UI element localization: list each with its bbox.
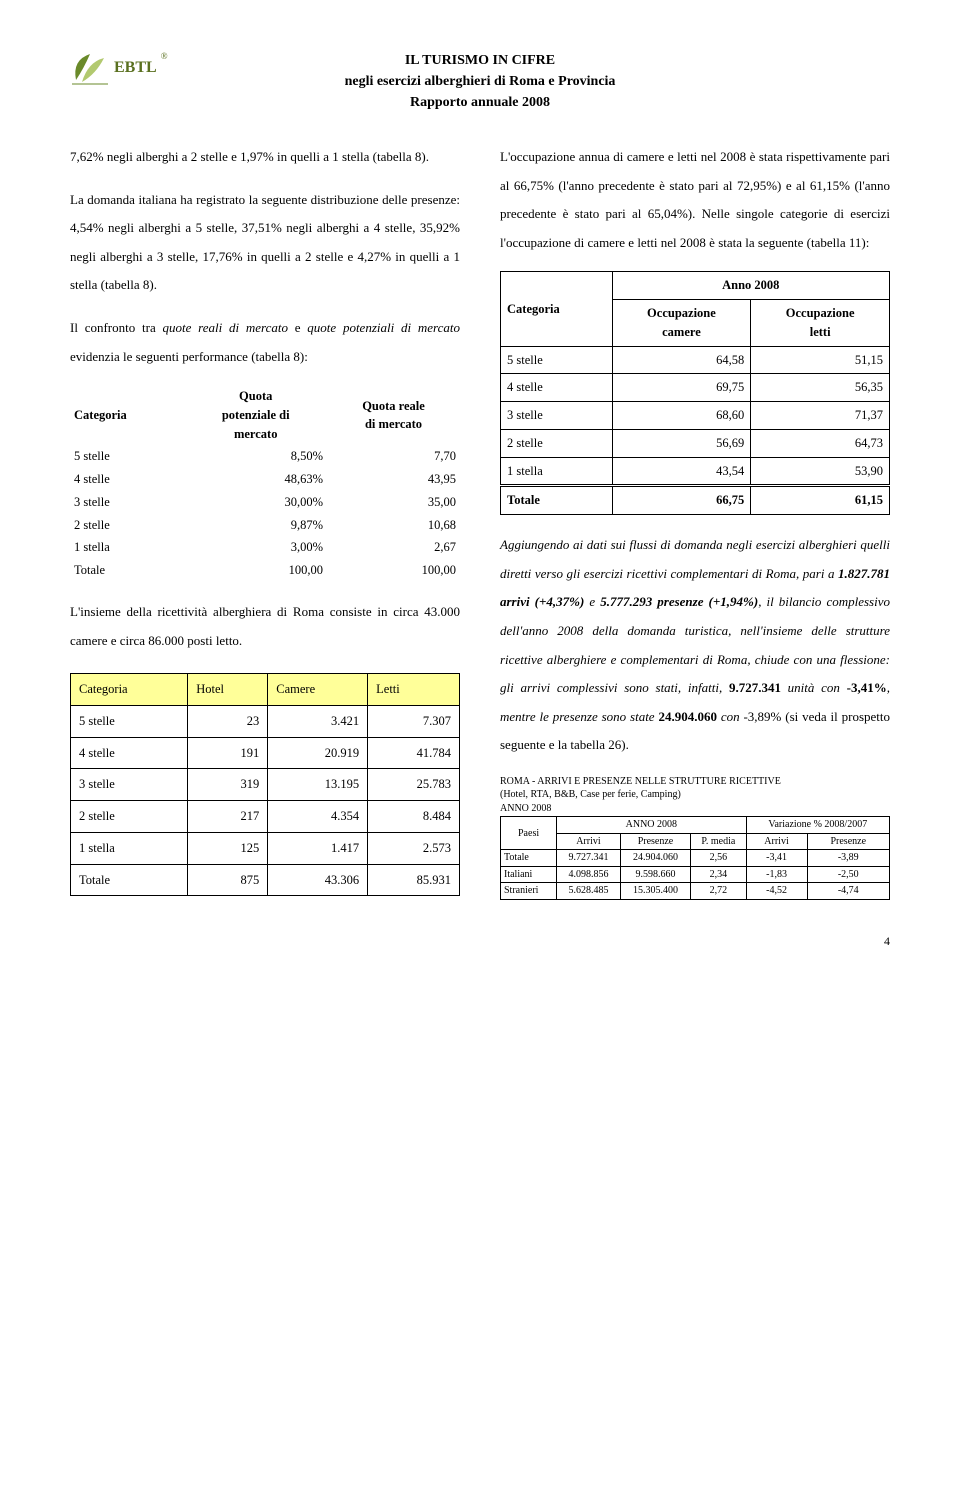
- two-column-layout: 7,62% negli alberghi a 2 stelle e 1,97% …: [70, 143, 890, 912]
- th: Occupazionecamere: [612, 300, 751, 347]
- th: P. media: [691, 833, 746, 850]
- hotel-table: Categoria Hotel Camere Letti 5 stelle233…: [70, 673, 460, 896]
- quota-table: Categoria Quotapotenziale dimercato Quot…: [70, 385, 460, 582]
- table-row: 4 stelle48,63%43,95: [70, 468, 460, 491]
- th: Occupazioneletti: [751, 300, 890, 347]
- th: Variazione % 2008/2007: [746, 817, 889, 834]
- table-row: 3 stelle30,00%35,00: [70, 491, 460, 514]
- text: e: [288, 320, 307, 335]
- th: Presenze: [807, 833, 890, 850]
- table-row: 5 stelle64,5851,15: [501, 346, 890, 374]
- ref-title3: ANNO 2008: [500, 803, 890, 815]
- leaf-icon: [70, 50, 110, 86]
- th-quota-reale: Quota realedi mercato: [327, 385, 460, 445]
- right-p2: Aggiungendo ai dati sui flussi di domand…: [500, 531, 890, 760]
- text-segment: 24.904.060: [658, 709, 717, 724]
- left-p1: 7,62% negli alberghi a 2 stelle e 1,97% …: [70, 143, 460, 172]
- th: Hotel: [188, 674, 268, 706]
- logo: EBTL ®: [70, 50, 168, 86]
- table-row-total: Totale66,7561,15: [501, 486, 890, 515]
- text-segment: 9.727.341: [729, 680, 781, 695]
- table-row: 4 stelle19120.91941.784: [71, 737, 460, 769]
- table-row: 2 stelle9,87%10,68: [70, 514, 460, 537]
- table-row: 4 stelle69,7556,35: [501, 374, 890, 402]
- table-row: 1 stella3,00%2,67: [70, 536, 460, 559]
- logo-mark: ®: [161, 50, 168, 64]
- th: Letti: [368, 674, 460, 706]
- table-row: Stranieri5.628.48515.305.4002,72-4,52-4,…: [501, 883, 890, 900]
- header-line2: negli esercizi alberghieri di Roma e Pro…: [70, 71, 890, 92]
- table-row: 1 stella43,5453,90: [501, 457, 890, 486]
- text-segment: e: [584, 594, 600, 609]
- ref-mini-table: ROMA - ARRIVI E PRESENZE NELLE STRUTTURE…: [500, 776, 890, 900]
- table-row: 2 stelle2174.3548.484: [71, 801, 460, 833]
- text: evidenzia le seguenti performance (tabel…: [70, 349, 308, 364]
- th: Categoria: [501, 272, 613, 346]
- logo-text: EBTL: [114, 56, 157, 80]
- table-row: 2 stelle56,6964,73: [501, 429, 890, 457]
- th-quota-pot: Quotapotenziale dimercato: [184, 385, 327, 445]
- text-italic: quote potenziali di mercato: [307, 320, 460, 335]
- page-header: EBTL ® IL TURISMO IN CIFRE negli eserciz…: [70, 50, 890, 113]
- table-row: 1 stella1251.4172.573: [71, 832, 460, 864]
- th: Presenze: [620, 833, 690, 850]
- left-p2: La domanda italiana ha registrato la seg…: [70, 186, 460, 300]
- text-segment: unità con: [781, 680, 847, 695]
- th: Arrivi: [746, 833, 807, 850]
- right-column: L'occupazione annua di camere e letti ne…: [500, 143, 890, 912]
- th: Arrivi: [557, 833, 621, 850]
- th: Paesi: [501, 817, 557, 850]
- header-line3: Rapporto annuale 2008: [70, 92, 890, 113]
- table-row: 5 stelle8,50%7,70: [70, 445, 460, 468]
- th-categoria: Categoria: [70, 385, 184, 445]
- left-p4: L'insieme della ricettività alberghiera …: [70, 598, 460, 655]
- right-p1: L'occupazione annua di camere e letti ne…: [500, 143, 890, 257]
- text-segment: -3,41%: [847, 680, 887, 695]
- text-segment: -3,89%: [743, 709, 781, 724]
- text-segment: con: [717, 709, 744, 724]
- table-row: Italiani4.098.8569.598.6602,34-1,83-2,50: [501, 866, 890, 883]
- text: Il confronto tra: [70, 320, 163, 335]
- table-row: Totale100,00100,00: [70, 559, 460, 582]
- table-row: Totale87543.30685.931: [71, 864, 460, 896]
- ref-title1: ROMA - ARRIVI E PRESENZE NELLE STRUTTURE…: [500, 776, 890, 788]
- table-row: 5 stelle233.4217.307: [71, 705, 460, 737]
- table-row: 3 stelle31913.19525.783: [71, 769, 460, 801]
- table-row: 3 stelle68,6071,37: [501, 402, 890, 430]
- header-line1: IL TURISMO IN CIFRE: [70, 50, 890, 71]
- th: Categoria: [71, 674, 188, 706]
- table-row: Totale9.727.34124.904.0602,56-3,41-3,89: [501, 850, 890, 867]
- left-p3: Il confronto tra quote reali di mercato …: [70, 314, 460, 371]
- text-segment: 5.777.293 presenze (+1,94%): [600, 594, 758, 609]
- th: ANNO 2008: [557, 817, 746, 834]
- left-column: 7,62% negli alberghi a 2 stelle e 1,97% …: [70, 143, 460, 912]
- text-segment: Aggiungendo ai dati sui flussi di domand…: [500, 537, 890, 581]
- th: Camere: [268, 674, 368, 706]
- page-number: 4: [70, 932, 890, 950]
- ref-title2: (Hotel, RTA, B&B, Case per ferie, Campin…: [500, 789, 890, 801]
- text-italic: quote reali di mercato: [163, 320, 288, 335]
- th: Anno 2008: [612, 272, 889, 300]
- occupazione-table: Categoria Anno 2008 Occupazionecamere Oc…: [500, 271, 890, 515]
